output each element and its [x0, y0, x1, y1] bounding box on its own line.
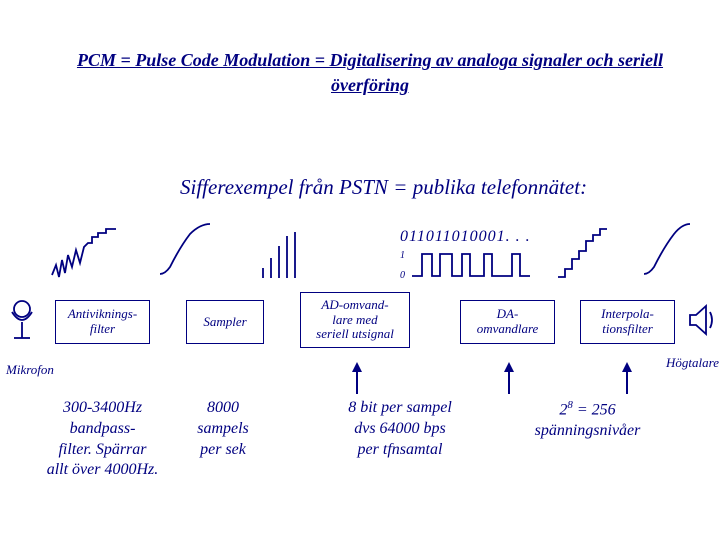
- desc-sample-rate: 8000 sampels per sek: [178, 398, 268, 460]
- arrow-icon: [352, 362, 362, 372]
- bitcode-label: 011011010001. . .: [400, 228, 531, 246]
- level-0-label: 0: [400, 270, 405, 281]
- page-title: PCM = Pulse Code Modulation = Digitalise…: [70, 48, 670, 98]
- box-sampler: Sampler: [186, 300, 264, 344]
- arrow-stem: [626, 372, 628, 394]
- signal-noisy-input: [50, 225, 120, 285]
- desc-levels: 28 = 256 spänningsnivåer: [500, 398, 675, 442]
- microphone-icon: [8, 300, 36, 345]
- box-ad-converter: AD-omvand- lare med seriell utsignal: [300, 292, 410, 348]
- level-1-label: 1: [400, 250, 405, 261]
- signal-samples: [255, 228, 310, 283]
- signal-staircase: [555, 225, 610, 283]
- signal-filtered: [155, 222, 215, 280]
- box-interpolationsfilter: Interpola- tionsfilter: [580, 300, 675, 344]
- box-antivikningsfilter: Antiviknings- filter: [55, 300, 150, 344]
- arrow-icon: [622, 362, 632, 372]
- arrow-icon: [504, 362, 514, 372]
- desc-bitrate: 8 bit per sampel dvs 64000 bps per tfnsa…: [320, 398, 480, 460]
- box-da-converter: DA- omvandlare: [460, 300, 555, 344]
- arrow-stem: [508, 372, 510, 394]
- signal-smooth-output: [640, 222, 695, 280]
- subtitle: Sifferexempel från PSTN = publika telefo…: [180, 175, 690, 200]
- microphone-label: Mikrofon: [6, 362, 54, 378]
- signal-digital: [412, 248, 532, 280]
- desc-bandpass: 300-3400Hz bandpass- filter. Spärrar all…: [30, 398, 175, 481]
- speaker-label: Högtalare: [666, 355, 719, 371]
- arrow-stem: [356, 372, 358, 394]
- speaker-icon: [688, 300, 716, 340]
